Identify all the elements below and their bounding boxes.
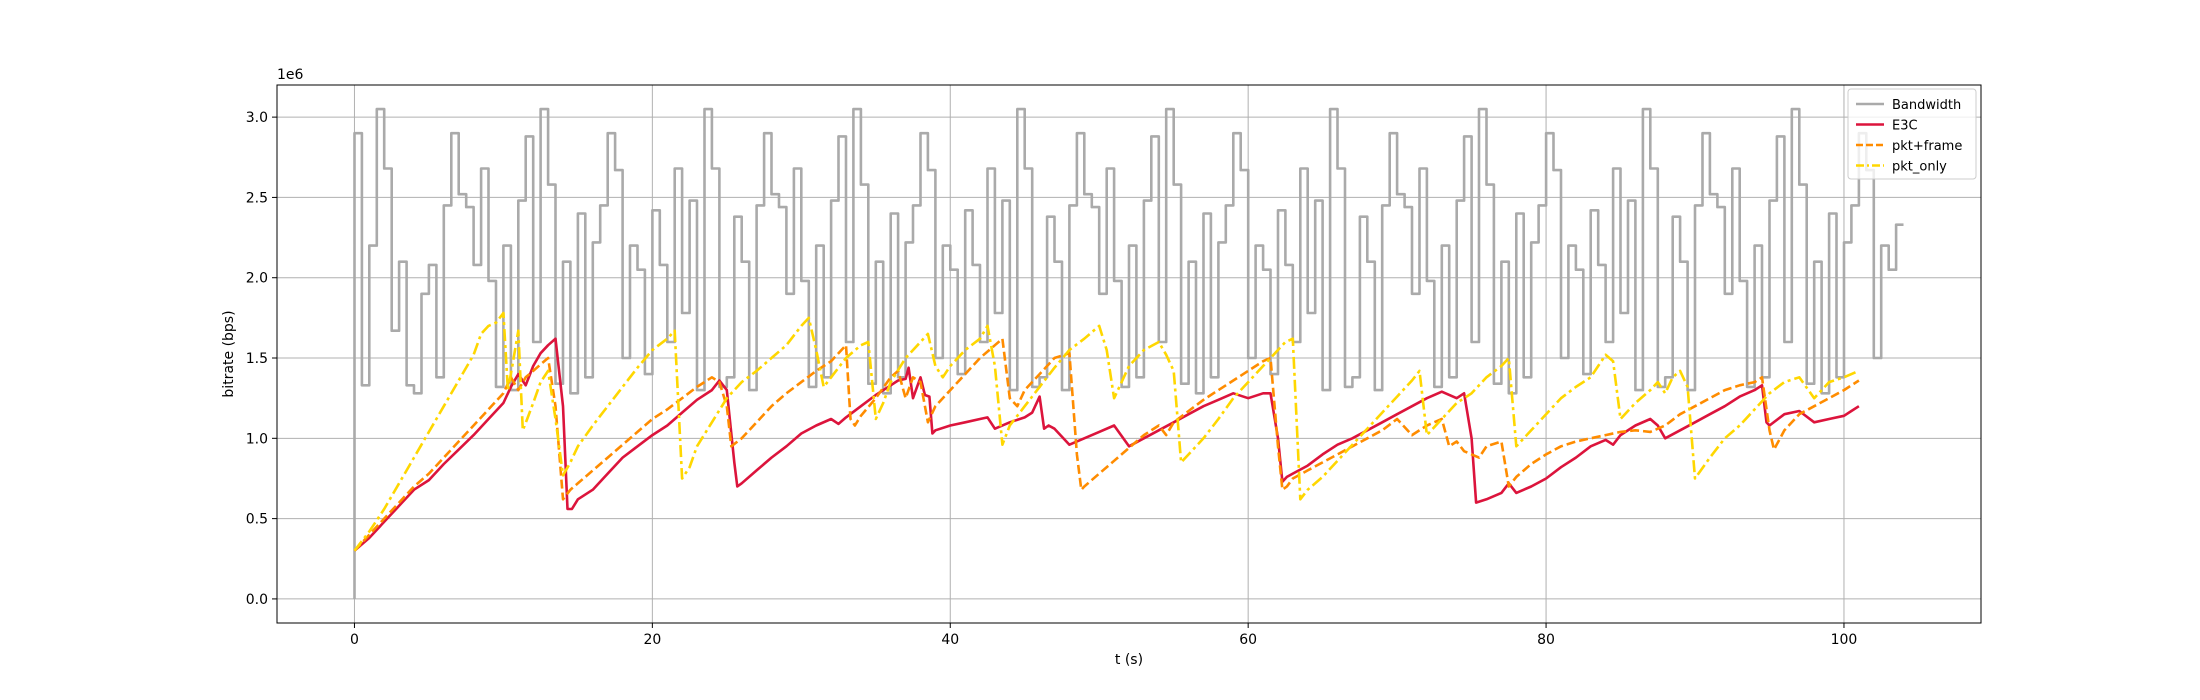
legend: Bandwidth E3C pkt+frame pkt_only [1847, 88, 1977, 180]
series-line-pkt-frame [353, 337, 1860, 552]
series-layer [353, 107, 1904, 599]
x-axis: 0 20 40 60 80 100 [350, 623, 1857, 648]
legend-label: E3C [1892, 119, 1918, 134]
legend-label: pkt+frame [1892, 139, 1962, 154]
y-tick-label: 2.0 [246, 271, 268, 287]
x-tick-label: 40 [941, 632, 959, 648]
x-tick-label: 80 [1537, 632, 1555, 648]
y-offset-label: 1e6 [277, 67, 304, 83]
legend-label: pkt_only [1892, 160, 1947, 175]
x-tick-label: 100 [1831, 632, 1858, 648]
y-tick-label: 3.0 [246, 110, 268, 126]
y-axis-label: bitrate (bps) [221, 310, 237, 397]
legend-label: Bandwidth [1892, 98, 1961, 113]
x-tick-label: 60 [1239, 632, 1257, 648]
y-tick-label: 1.0 [246, 431, 268, 447]
y-tick-label: 0.5 [246, 512, 268, 528]
y-axis: 0.0 0.5 1.0 1.5 2.0 2.5 3.0 [246, 110, 277, 608]
series-line-bandwidth [353, 107, 1904, 599]
y-tick-label: 1.5 [246, 351, 268, 367]
x-tick-label: 0 [350, 632, 359, 648]
legend-box [1847, 88, 1977, 180]
x-tick-label: 20 [643, 632, 661, 648]
y-tick-label: 2.5 [246, 190, 268, 206]
x-axis-label: t (s) [1115, 652, 1143, 668]
y-tick-label: 0.0 [246, 592, 268, 608]
plot-frame [276, 84, 1982, 624]
series-line-e3c [353, 337, 1860, 552]
series-line-pkt-only [353, 311, 1860, 552]
